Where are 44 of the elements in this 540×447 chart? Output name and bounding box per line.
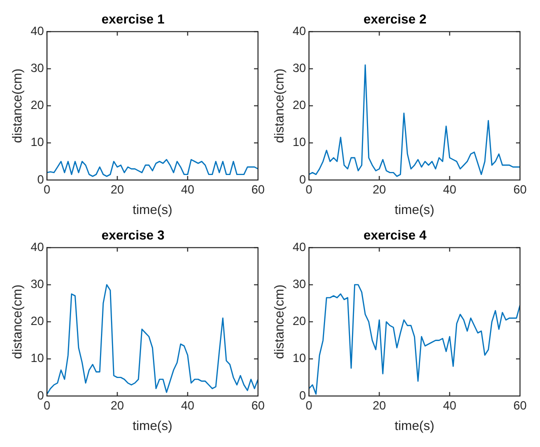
y-tick-label: 30: [30, 277, 44, 292]
y-axis-title: distance(cm): [9, 68, 24, 144]
y-tick-label: 10: [30, 351, 44, 366]
y-axis-title: distance(cm): [271, 68, 286, 144]
x-tick-label: 40: [442, 398, 457, 413]
y-axis-title: distance(cm): [9, 284, 24, 360]
y-tick-label: 40: [292, 240, 306, 254]
x-tick-label: 60: [251, 182, 265, 197]
chart-title: exercise 2: [364, 11, 426, 26]
x-axis-title: time(s): [132, 202, 172, 217]
y-tick-label: 40: [30, 24, 44, 38]
y-tick-label: 0: [299, 172, 306, 186]
x-axis-title: time(s): [132, 418, 172, 433]
y-tick-label: 10: [292, 351, 306, 366]
y-tick-label: 30: [30, 61, 44, 76]
y-tick-label: 20: [292, 314, 306, 328]
x-tick-label: 60: [513, 398, 527, 413]
x-axis-title: time(s): [394, 418, 434, 433]
x-tick-label: 60: [513, 182, 527, 197]
x-axis-title: time(s): [394, 202, 434, 217]
x-tick-label: 20: [372, 398, 386, 413]
x-tick-label: 40: [180, 182, 195, 197]
y-tick-label: 0: [37, 172, 44, 186]
y-tick-label: 10: [30, 135, 44, 150]
x-tick-label: 40: [180, 398, 195, 413]
y-tick-label: 20: [30, 314, 44, 328]
y-tick-label: 10: [292, 135, 306, 150]
y-tick-label: 40: [30, 240, 44, 254]
y-tick-label: 0: [299, 388, 306, 402]
y-tick-label: 0: [37, 388, 44, 402]
y-tick-label: 20: [292, 98, 306, 112]
chart-title: exercise 3: [102, 227, 164, 242]
y-tick-label: 20: [30, 98, 44, 112]
x-tick-label: 40: [442, 182, 457, 197]
x-tick-label: 60: [251, 398, 265, 413]
y-tick-label: 40: [292, 24, 306, 38]
x-tick-label: 20: [110, 182, 124, 197]
x-tick-label: 20: [110, 398, 124, 413]
y-axis-title: distance(cm): [271, 284, 286, 360]
chart-title: exercise 1: [102, 11, 164, 26]
y-tick-label: 30: [292, 61, 306, 76]
y-tick-label: 30: [292, 277, 306, 292]
chart-title: exercise 4: [364, 227, 428, 242]
x-tick-label: 20: [372, 182, 386, 197]
